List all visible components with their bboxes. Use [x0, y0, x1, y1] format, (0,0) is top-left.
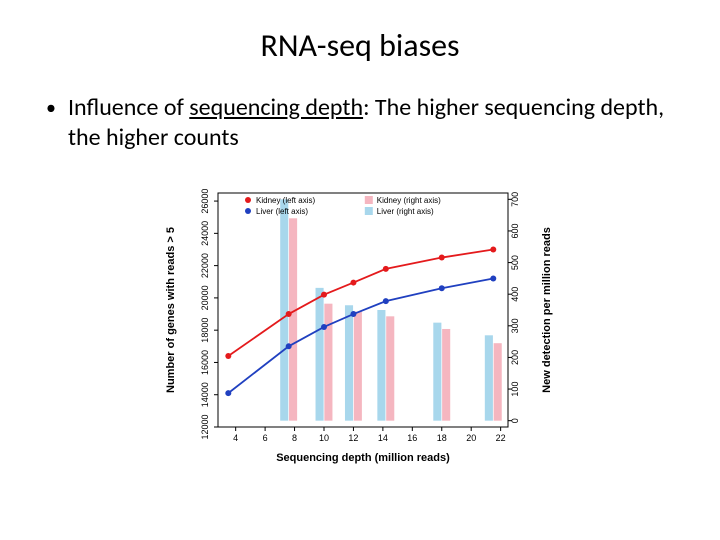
y-right-tick-label: 100	[510, 382, 520, 397]
bar	[494, 343, 502, 420]
bullet-item: • Influence of sequencing depth: The hig…	[40, 93, 680, 153]
x-tick-label: 10	[319, 433, 329, 443]
bullet-text: Influence of sequencing depth: The highe…	[68, 93, 680, 153]
series-marker	[225, 390, 231, 396]
bar	[377, 310, 385, 421]
y-right-tick-label: 600	[510, 223, 520, 238]
x-tick-label: 18	[437, 433, 447, 443]
bar	[280, 199, 288, 420]
x-tick-label: 20	[466, 433, 476, 443]
bar	[324, 304, 332, 421]
bullet-underlined: sequencing depth	[189, 93, 363, 122]
y-left-axis-title: Number of genes with reads > 5	[165, 227, 177, 393]
series-marker	[490, 246, 496, 252]
y-right-axis-title: New detection per million reads	[541, 227, 553, 393]
series-marker	[321, 292, 327, 298]
slide: RNA-seq biases • Influence of sequencing…	[0, 0, 720, 540]
y-right-tick-label: 200	[510, 350, 520, 365]
y-left-tick-label: 16000	[200, 350, 210, 375]
x-tick-label: 22	[496, 433, 506, 443]
x-tick-label: 8	[292, 433, 297, 443]
bar	[433, 323, 441, 421]
y-left-tick-label: 26000	[200, 189, 210, 214]
legend-swatch	[365, 207, 373, 215]
series-marker	[439, 255, 445, 261]
series-marker	[439, 285, 445, 291]
x-tick-label: 6	[263, 433, 268, 443]
y-left-tick-label: 24000	[200, 221, 210, 246]
series-marker	[383, 266, 389, 272]
bar	[289, 218, 297, 420]
bullet-dot: •	[46, 93, 56, 123]
y-left-tick-label: 20000	[200, 285, 210, 310]
bar	[442, 329, 450, 421]
bullet-prefix: Influence of	[68, 93, 189, 122]
series-marker	[490, 276, 496, 282]
x-tick-label: 14	[378, 433, 388, 443]
legend-label: Liver (left axis)	[256, 207, 308, 216]
legend-label: Kidney (right axis)	[377, 196, 441, 205]
bar	[345, 305, 353, 420]
y-right-tick-label: 500	[510, 255, 520, 270]
bar	[354, 312, 362, 421]
x-tick-label: 4	[233, 433, 238, 443]
y-right-tick-label: 300	[510, 318, 520, 333]
series-marker	[286, 311, 292, 317]
series-marker	[321, 324, 327, 330]
bar	[386, 316, 394, 420]
legend-swatch	[245, 208, 251, 214]
y-right-tick-label: 0	[510, 418, 520, 423]
y-right-tick-label: 400	[510, 287, 520, 302]
legend-label: Kidney (left axis)	[256, 196, 315, 205]
x-axis-title: Sequencing depth (million reads)	[276, 452, 450, 464]
y-left-tick-label: 18000	[200, 318, 210, 343]
legend-swatch	[245, 197, 251, 203]
series-marker	[286, 343, 292, 349]
x-tick-label: 12	[348, 433, 358, 443]
series-marker	[225, 353, 231, 359]
y-left-tick-label: 14000	[200, 382, 210, 407]
y-right-tick-label: 700	[510, 192, 520, 207]
series-marker	[383, 298, 389, 304]
legend-label: Liver (right axis)	[377, 207, 434, 216]
bar	[316, 288, 324, 421]
chart-svg: 4 6 8 10 12 14 16 18 20 22 Sequencing depth (milli…	[160, 167, 560, 467]
series-marker	[350, 311, 356, 317]
y-left-tick-label: 22000	[200, 253, 210, 278]
bar	[485, 335, 493, 420]
x-tick-label: 16	[407, 433, 417, 443]
page-title: RNA-seq biases	[40, 26, 680, 65]
chart: 4 6 8 10 12 14 16 18 20 22 Sequencing depth (milli…	[160, 167, 560, 467]
y-left-tick-label: 12000	[200, 414, 210, 439]
legend-swatch	[365, 196, 373, 204]
series-marker	[350, 280, 356, 286]
